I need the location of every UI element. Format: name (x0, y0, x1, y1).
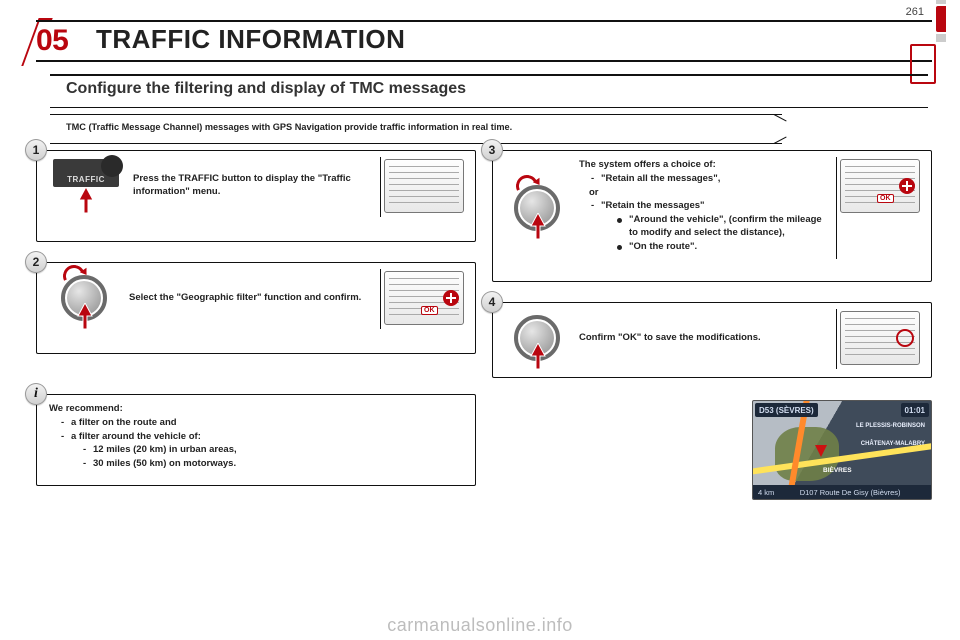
cursor-icon (530, 213, 546, 239)
side-tab (936, 6, 946, 32)
info-lead: We recommend: (49, 403, 465, 416)
step-panel-1: 1 TRAFFIC Press the TRAFFIC button to di… (36, 150, 476, 242)
plus-icon (443, 290, 459, 306)
subtitle-rule-top (50, 74, 928, 76)
step-panel-3: 3 The system offers a choice of: (492, 150, 932, 282)
intro-wedge (776, 110, 794, 148)
cursor-icon (78, 187, 94, 213)
radio-illustration (840, 311, 920, 365)
ok-badge: OK (421, 306, 438, 315)
step-panel-2: 2 Select the "Geographic filter" functio… (36, 262, 476, 354)
radio-illustration: OK (840, 159, 920, 213)
panel-divider (836, 309, 837, 369)
map-bottom-left: 4 km (758, 488, 774, 497)
page-number: 261 (906, 6, 924, 18)
traffic-button-label: TRAFFIC (67, 175, 105, 184)
ok-badge: OK (877, 194, 894, 203)
map-label: CHÂTENAY-MALABRY (861, 441, 925, 447)
rotary-knob-icon (510, 311, 564, 365)
step-3-opt1: "Retain all the messages", (591, 173, 829, 186)
info-list: a filter on the route and a filter aroun… (49, 417, 465, 471)
panel-divider (380, 269, 381, 329)
rotary-knob-icon (57, 271, 111, 325)
info-panel: i We recommend: a filter on the route an… (36, 394, 476, 486)
cursor-icon (77, 303, 93, 329)
step-4-text: Confirm "OK" to save the modifications. (579, 332, 829, 345)
map-bottom-center: D107 Route De Gisy (Bièvres) (800, 488, 901, 497)
step-3-lead: The system offers a choice of: (579, 159, 829, 172)
step-3-list: "Retain all the messages", (579, 173, 829, 186)
radio-illustration (384, 159, 464, 213)
cursor-icon (530, 343, 546, 369)
radio-illustration: OK (384, 271, 464, 325)
section-title: TRAFFIC INFORMATION (96, 24, 405, 55)
step-3-sublist: "Around the vehicle", (confirm the milea… (601, 214, 829, 253)
rotary-knob-icon (510, 181, 564, 235)
header-rule-top (36, 20, 932, 22)
info-subbullet: 30 miles (50 km) on motorways. (83, 458, 465, 471)
step-3-sub1: "Around the vehicle", (confirm the milea… (617, 214, 829, 240)
map-hud-right: 01:01 (901, 403, 929, 417)
info-bullet: a filter around the vehicle of: 12 miles… (61, 431, 465, 471)
step-panel-4: 4 Confirm "OK" to save the modifications… (492, 302, 932, 378)
subtitle-text: Configure the filtering and display of T… (66, 80, 466, 98)
map-hud-left: D53 (SÈVRES) (755, 403, 818, 417)
panel-divider (836, 157, 837, 259)
intro-bar: TMC (Traffic Message Channel) messages w… (36, 114, 932, 144)
step-3-opt2-text: "Retain the messages" (601, 200, 705, 211)
step-3-or: or (579, 187, 829, 200)
info-bullet-text: a filter around the vehicle of: (71, 431, 201, 442)
map-pin-icon (815, 445, 827, 457)
map-label: BIÈVRES (823, 467, 852, 474)
intro-rule-bottom (50, 143, 782, 144)
map-label: LE PLESSIS-ROBINSON (856, 423, 925, 429)
step-3-sub2: "On the route". (617, 241, 829, 254)
info-subbullet: 12 miles (20 km) in urban areas, (83, 444, 465, 457)
header-rule-bottom (36, 60, 932, 62)
subtitle-bar: Configure the filtering and display of T… (36, 74, 932, 108)
traffic-button-icon: TRAFFIC (53, 159, 119, 187)
ring-icon (896, 329, 914, 347)
manual-page: 261 05 TRAFFIC INFORMATION Configure the… (0, 0, 960, 640)
body: 1 TRAFFIC Press the TRAFFIC button to di… (36, 150, 932, 620)
section-number: 05 (36, 24, 68, 58)
map-thumbnail: D53 (SÈVRES) 01:01 LE PLESSIS-ROBINSON C… (752, 400, 932, 500)
map-bottom-bar: 4 km D107 Route De Gisy (Bièvres) (753, 485, 931, 499)
step-1-text: Press the TRAFFIC button to display the … (133, 173, 373, 199)
intro-text: TMC (Traffic Message Channel) messages w… (66, 122, 512, 132)
step-3-opt2: "Retain the messages" "Around the vehicl… (591, 200, 829, 253)
step-2-text: Select the "Geographic filter" function … (129, 292, 373, 305)
subtitle-rule-bottom (50, 107, 928, 109)
panel-divider (380, 157, 381, 217)
plus-icon (899, 178, 915, 194)
intro-rule-top (50, 114, 782, 115)
info-bullet: a filter on the route and (61, 417, 465, 430)
info-sublist: 12 miles (20 km) in urban areas, 30 mile… (71, 444, 465, 471)
section-header: 05 TRAFFIC INFORMATION (36, 24, 932, 64)
step-3-list2: "Retain the messages" "Around the vehicl… (579, 200, 829, 253)
